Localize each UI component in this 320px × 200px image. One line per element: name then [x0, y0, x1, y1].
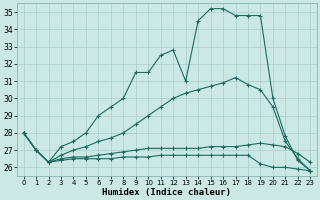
X-axis label: Humidex (Indice chaleur): Humidex (Indice chaleur): [102, 188, 231, 197]
